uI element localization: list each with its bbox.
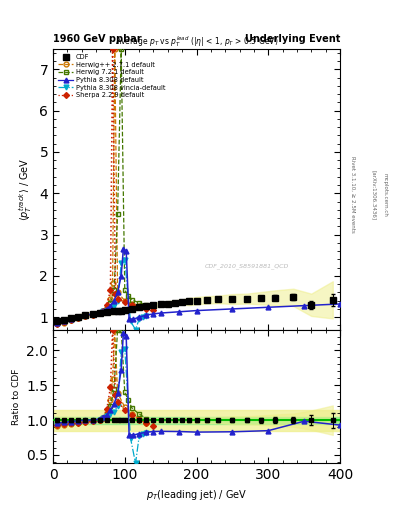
Text: Underlying Event: Underlying Event [244,33,340,44]
Text: CDF_2010_S8591881_QCD: CDF_2010_S8591881_QCD [205,264,290,269]
X-axis label: $p_T$(leading jet) / GeV: $p_T$(leading jet) / GeV [146,488,247,502]
Text: [arXiv:1306.3436]: [arXiv:1306.3436] [371,169,376,220]
Title: Average $p_T$ vs $p_T^{lead}$ ($|\eta|$ < 1, $p_T$ > 0.5 GeV): Average $p_T$ vs $p_T^{lead}$ ($|\eta|$ … [115,34,278,49]
Y-axis label: Ratio to CDF: Ratio to CDF [12,368,21,424]
Text: 1960 GeV ppbar: 1960 GeV ppbar [53,33,142,44]
Y-axis label: $\langle p^{track}_{T} \rangle$ / GeV: $\langle p^{track}_{T} \rangle$ / GeV [17,157,34,221]
Legend: CDF, Herwig++ 2.7.1 default, Herwig 7.2.1 default, Pythia 8.308 default, Pythia : CDF, Herwig++ 2.7.1 default, Herwig 7.2.… [56,52,167,100]
Text: mcplots.cern.ch: mcplots.cern.ch [383,173,387,217]
Text: Rivet 3.1.10, ≥ 2.5M events: Rivet 3.1.10, ≥ 2.5M events [351,156,355,233]
